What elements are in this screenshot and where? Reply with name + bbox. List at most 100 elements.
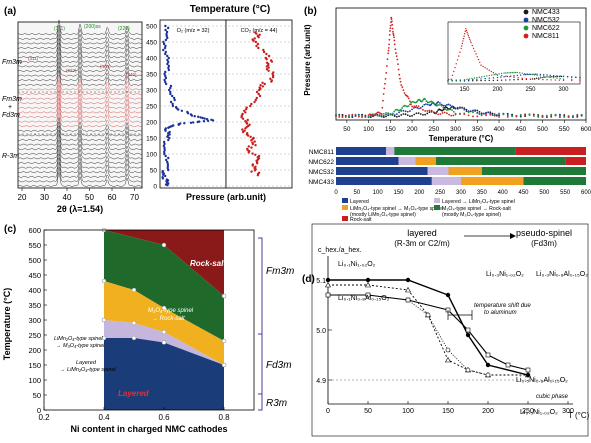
o2-point bbox=[164, 44, 167, 48]
b-point bbox=[385, 112, 387, 114]
bracket-fm3m bbox=[258, 237, 263, 335]
inset-point bbox=[484, 77, 486, 80]
c-ytick-label: 600 bbox=[28, 226, 41, 235]
phase-legend: Layered Layered → LiMn₂O₄-type spinelLiMn… bbox=[342, 198, 515, 223]
b-inset-axis: 150 200 250 300 bbox=[459, 87, 569, 93]
co2-point bbox=[261, 81, 264, 85]
b-point bbox=[338, 115, 341, 118]
co2-point bbox=[244, 111, 247, 114]
boundary-point bbox=[221, 362, 227, 368]
panel-c: (c) Temperature (°C) 0 50 100 150 200 250 300 3… bbox=[0, 216, 298, 438]
boundary-point bbox=[101, 335, 107, 341]
inset-point bbox=[503, 72, 505, 74]
c-axes: 0 50 100 150 200 250 300 350 400 450 500 550 600 0.2 0… bbox=[28, 226, 230, 422]
b-point bbox=[476, 115, 479, 118]
inset-point bbox=[571, 79, 573, 82]
boundary-point bbox=[161, 329, 167, 335]
b-point bbox=[348, 114, 350, 116]
xrd-pattern bbox=[17, 34, 143, 49]
b-point bbox=[442, 108, 445, 111]
inset-point bbox=[495, 73, 498, 76]
inset-point bbox=[461, 45, 463, 47]
b-point bbox=[432, 111, 435, 114]
c-ytick-label: 100 bbox=[28, 376, 41, 385]
b-point bbox=[400, 84, 403, 86]
c-ytick-label: 0 bbox=[37, 406, 41, 415]
co2-point bbox=[241, 117, 245, 121]
d-xtick-label: 250 bbox=[522, 408, 534, 415]
c-ytick-label: 300 bbox=[28, 316, 41, 325]
legend-marker bbox=[523, 9, 529, 15]
o2-point bbox=[173, 98, 176, 102]
b-point bbox=[410, 101, 413, 104]
b-point bbox=[402, 113, 405, 115]
b-point bbox=[439, 113, 442, 115]
xrd-pattern bbox=[17, 24, 143, 40]
phase-bar-xtick-label: 500 bbox=[539, 190, 550, 196]
b-point bbox=[397, 63, 399, 66]
inset-point bbox=[513, 71, 515, 74]
phase-bar-segment bbox=[415, 157, 436, 165]
inset-xtick-label: 250 bbox=[525, 87, 536, 93]
o2-point bbox=[164, 82, 168, 86]
b-point bbox=[428, 109, 431, 112]
b-point bbox=[394, 48, 397, 51]
b-point bbox=[382, 114, 385, 117]
b-point bbox=[387, 52, 390, 55]
b-point bbox=[506, 114, 509, 117]
d-top-right-sub: (Fd3m) bbox=[531, 239, 557, 248]
d-point bbox=[465, 367, 471, 373]
b-point bbox=[375, 112, 378, 115]
o2-point bbox=[163, 142, 166, 146]
boundary-point bbox=[161, 242, 167, 248]
phase-bar-xtick-label: 200 bbox=[414, 190, 425, 196]
co2-point bbox=[252, 39, 255, 42]
co2-point bbox=[258, 88, 261, 92]
xrd-pattern bbox=[17, 62, 143, 77]
b-point bbox=[374, 114, 377, 116]
o2-point bbox=[164, 52, 167, 56]
b-point bbox=[388, 38, 391, 41]
co2-point bbox=[255, 32, 258, 35]
o2-point bbox=[167, 60, 170, 64]
o2-point bbox=[165, 30, 169, 34]
b-point bbox=[491, 112, 494, 115]
b-inset-frame bbox=[447, 21, 581, 85]
phase-legend-label: M₃O₄-type spinel → Rock-salt bbox=[442, 206, 511, 212]
phase-legend-swatch bbox=[342, 198, 348, 203]
xrd-pattern bbox=[17, 57, 143, 72]
b-point bbox=[412, 106, 415, 109]
co2-point bbox=[251, 152, 254, 155]
region-rocksalt: Rock-salt bbox=[190, 259, 226, 268]
phase-bar-segment bbox=[481, 167, 586, 175]
co2-point bbox=[241, 130, 245, 134]
co2-frame bbox=[225, 19, 293, 189]
b-point bbox=[381, 106, 384, 109]
inset-point bbox=[470, 42, 472, 44]
inset-point bbox=[467, 33, 469, 35]
inset-point bbox=[475, 53, 477, 55]
inset-point bbox=[559, 78, 561, 80]
inset-point bbox=[476, 56, 478, 58]
b-point bbox=[441, 112, 444, 114]
b-point bbox=[404, 110, 407, 113]
d-point bbox=[405, 297, 411, 303]
inset-point bbox=[509, 76, 511, 78]
inset-point bbox=[473, 77, 476, 79]
co2-point bbox=[247, 151, 250, 154]
inset-point bbox=[550, 79, 552, 81]
xrd-pattern bbox=[17, 42, 143, 59]
b-point bbox=[389, 27, 392, 30]
inset-point bbox=[461, 42, 464, 45]
b-point bbox=[351, 113, 354, 116]
b-point bbox=[411, 114, 413, 117]
d-series-line bbox=[328, 294, 489, 376]
c-ytick-label: 400 bbox=[28, 286, 41, 295]
b-point bbox=[452, 110, 455, 113]
phase-bar-segment bbox=[336, 147, 386, 155]
b-point bbox=[425, 100, 428, 102]
b-point bbox=[461, 107, 463, 109]
inset-point bbox=[505, 72, 507, 74]
o2-point bbox=[202, 120, 206, 123]
o2-point bbox=[164, 74, 167, 78]
